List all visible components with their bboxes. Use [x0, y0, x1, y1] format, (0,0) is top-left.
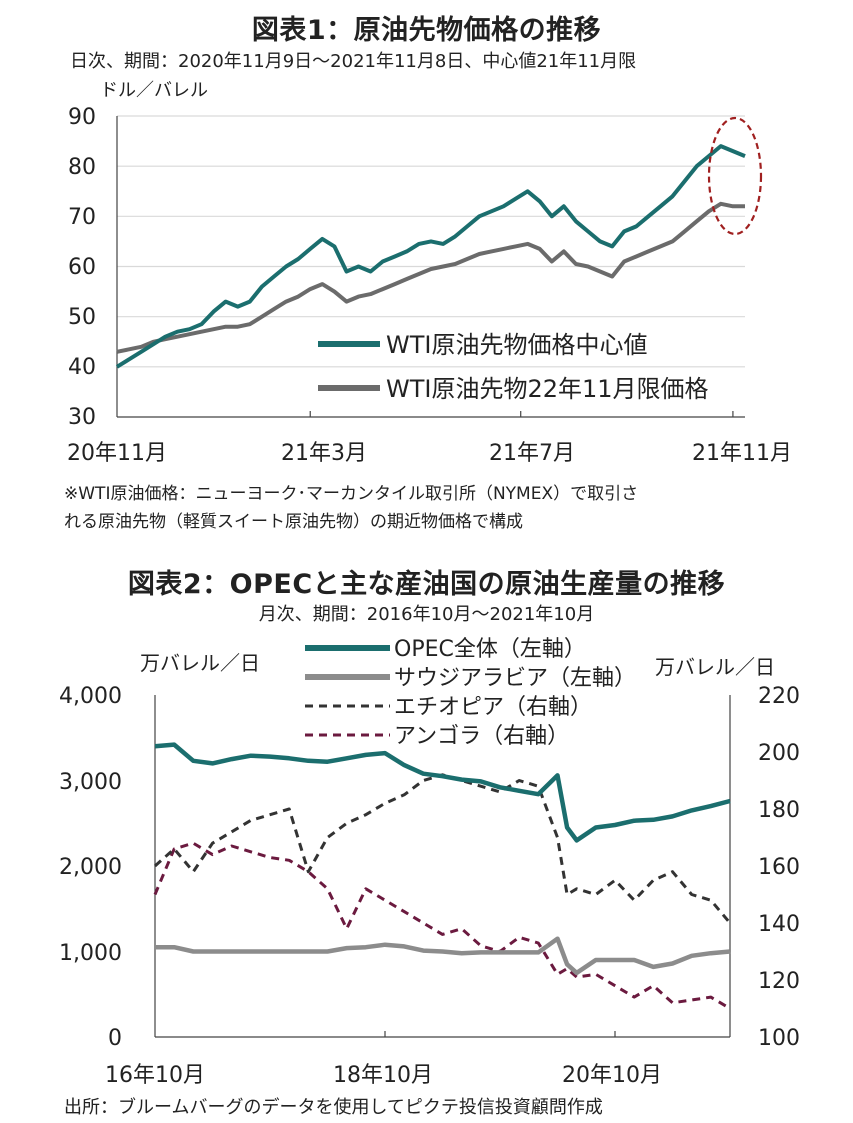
chart2-xtick-label: 20年10月 [562, 1063, 662, 1088]
chart2-yleft-tick-label: 0 [108, 1026, 122, 1051]
chart1-xtick-label: 21年3月 [281, 441, 367, 466]
chart1-line-22nov [116, 201, 745, 354]
chart2-series [153, 742, 732, 1010]
chart1-note-line2: れる原油先物（軽質スイート原油先物）の期近物価格で構成 [64, 512, 523, 532]
chart1-gridlines [117, 115, 745, 368]
chart1-ytick-label: 70 [68, 205, 96, 230]
chart1-unit: ドル／バレル [100, 80, 208, 101]
chart2-tick-marks [384, 1031, 616, 1037]
chart1-xtick-marks [309, 411, 734, 417]
chart2-legend-label: サウジアラビア（左軸） [394, 666, 636, 691]
chart1-ytick-label: 40 [68, 355, 96, 380]
chart1-line-center [115, 144, 746, 369]
chart1-ytick-label: 50 [68, 305, 96, 330]
chart2-yright-tick-label: 140 [758, 912, 800, 937]
chart2-line-saudi [155, 936, 731, 976]
chart1-ytick-label: 90 [68, 105, 96, 130]
chart1-series [115, 144, 746, 369]
chart1-xtick-label: 21年7月 [489, 441, 575, 466]
chart2-yright-tick-label: 120 [758, 969, 800, 994]
chart1-svg: 90 80 70 60 50 40 30 20年11月 21年3月 21年7月 … [67, 105, 792, 466]
chart2-unit-right: 万バレル／日 [655, 655, 775, 679]
chart1-note-line1: ※WTI原油価格：ニューヨーク･マーカンタイル取引所（NYMEX）で取引さ [64, 484, 639, 504]
chart2-yright-tick-label: 220 [758, 684, 800, 709]
chart2-line-angola [153, 841, 731, 1010]
chart2-yleft-tick-label: 1,000 [59, 941, 122, 966]
chart2-unit-left: 万バレル／日 [140, 651, 260, 675]
chart2-legend-label: エチオピア（右軸） [394, 695, 592, 720]
chart2-xtick-label: 16年10月 [105, 1063, 205, 1088]
chart2-xtick-label: 18年10月 [333, 1063, 433, 1088]
chart1-subtitle: 日次、期間：2020年11月9日～2021年11月8日、中心値21年11月限 [70, 51, 637, 72]
chart1-xtick-label: 20年11月 [67, 441, 167, 466]
chart2-title: 図表2：OPECと主な産油国の原油生産量の推移 [127, 569, 726, 600]
chart2-legend-label: OPEC全体（左軸） [394, 637, 586, 662]
chart2-yright-tick-label: 100 [758, 1026, 800, 1051]
chart1-legend-label: WTI原油先物価格中心値 [386, 331, 647, 359]
chart2-yright-tick-label: 200 [758, 741, 800, 766]
chart2-source: 出所：ブルームバーグのデータを使用してピクテ投信投資顧問作成 [64, 1097, 603, 1118]
chart2-line-ethiopia [154, 773, 732, 924]
chart1-ytick-label: 80 [68, 155, 96, 180]
chart2-yright-tick-label: 180 [758, 798, 800, 823]
chart2-yright-tick-label: 160 [758, 855, 800, 880]
chart1-ytick-label: 60 [68, 255, 96, 280]
chart1-highlight-ellipse [707, 116, 763, 236]
chart1-legend-label: WTI原油先物22年11月限価格 [386, 375, 709, 403]
chart1-ytick-label: 30 [68, 405, 96, 430]
chart2-subtitle: 月次、期間：2016年10月～2021年10月 [258, 604, 595, 625]
chart1-title: 図表1：原油先物価格の推移 [251, 15, 602, 46]
chart2-yleft-tick-label: 3,000 [59, 770, 122, 795]
chart2-line-opec [154, 742, 731, 843]
chart2-yleft-tick-label: 4,000 [59, 684, 122, 709]
chart2-svg: 4,000 3,000 2,000 1,000 0 220 200 180 16… [59, 637, 800, 1088]
chart1-xtick-label: 21年11月 [692, 441, 792, 466]
chart2-yleft-tick-label: 2,000 [59, 855, 122, 880]
chart2-legend-label: アンゴラ（右軸） [394, 724, 569, 749]
